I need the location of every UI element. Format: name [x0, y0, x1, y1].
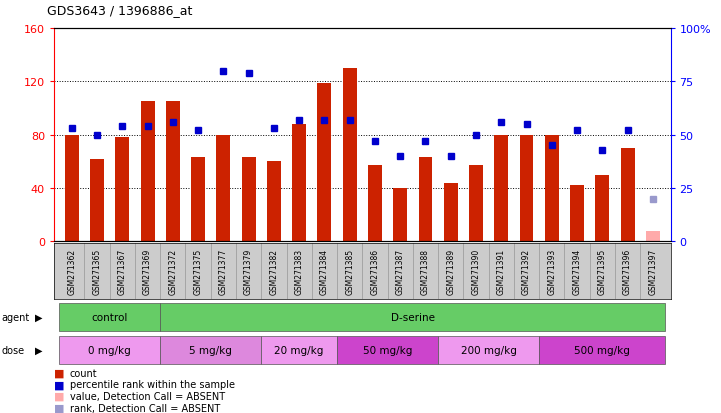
Bar	[261, 336, 337, 364]
Text: ▶: ▶	[35, 345, 42, 355]
Bar	[317, 83, 332, 242]
Text: GSM271389: GSM271389	[446, 248, 455, 294]
Text: rank, Detection Call = ABSENT: rank, Detection Call = ABSENT	[70, 403, 220, 413]
Bar	[520, 135, 534, 242]
Text: GSM271369: GSM271369	[143, 248, 152, 294]
Text: dose: dose	[1, 345, 25, 355]
Text: value, Detection Call = ABSENT: value, Detection Call = ABSENT	[70, 391, 225, 401]
Text: 20 mg/kg: 20 mg/kg	[275, 345, 324, 355]
Text: GSM271382: GSM271382	[270, 248, 278, 294]
Bar	[166, 102, 180, 242]
Text: GSM271391: GSM271391	[497, 248, 505, 294]
Text: percentile rank within the sample: percentile rank within the sample	[70, 380, 235, 389]
Bar	[337, 336, 438, 364]
Bar	[292, 125, 306, 242]
Text: GSM271384: GSM271384	[320, 248, 329, 294]
Bar	[469, 166, 483, 242]
Bar	[621, 149, 634, 242]
Text: GSM271385: GSM271385	[345, 248, 354, 294]
Text: GSM271367: GSM271367	[118, 248, 127, 294]
Bar	[65, 135, 79, 242]
Text: GSM271397: GSM271397	[648, 248, 658, 294]
Bar	[242, 158, 255, 242]
Bar	[418, 158, 433, 242]
Bar	[115, 138, 129, 242]
Bar	[444, 183, 458, 242]
Text: GSM271394: GSM271394	[572, 248, 582, 294]
Bar	[393, 188, 407, 242]
Bar	[570, 186, 584, 242]
Text: GSM271375: GSM271375	[193, 248, 203, 294]
Text: 50 mg/kg: 50 mg/kg	[363, 345, 412, 355]
Text: ■: ■	[54, 403, 65, 413]
Text: count: count	[70, 368, 97, 378]
Bar	[646, 231, 660, 242]
Text: GSM271362: GSM271362	[67, 248, 76, 294]
Text: ■: ■	[54, 391, 65, 401]
Bar	[90, 159, 104, 242]
Text: GSM271393: GSM271393	[547, 248, 557, 294]
Bar	[141, 102, 154, 242]
Text: GSM271365: GSM271365	[92, 248, 102, 294]
Text: ▶: ▶	[35, 312, 42, 322]
Bar	[342, 69, 357, 242]
Text: control: control	[92, 312, 128, 322]
Bar	[438, 336, 539, 364]
Text: GSM271383: GSM271383	[295, 248, 304, 294]
Text: GSM271379: GSM271379	[244, 248, 253, 294]
Bar	[495, 135, 508, 242]
Text: GSM271377: GSM271377	[219, 248, 228, 294]
Text: D-serine: D-serine	[391, 312, 435, 322]
Text: 5 mg/kg: 5 mg/kg	[190, 345, 232, 355]
Bar	[216, 135, 230, 242]
Text: GSM271396: GSM271396	[623, 248, 632, 294]
Text: GSM271372: GSM271372	[168, 248, 177, 294]
Bar	[368, 166, 382, 242]
Bar	[160, 303, 665, 331]
Text: GSM271390: GSM271390	[472, 248, 480, 294]
Bar	[59, 303, 160, 331]
Text: agent: agent	[1, 312, 30, 322]
Text: ■: ■	[54, 368, 65, 378]
Text: ■: ■	[54, 380, 65, 389]
Text: GSM271388: GSM271388	[421, 248, 430, 294]
Text: 500 mg/kg: 500 mg/kg	[575, 345, 630, 355]
Bar	[596, 175, 609, 242]
Bar	[539, 336, 665, 364]
Text: 200 mg/kg: 200 mg/kg	[461, 345, 516, 355]
Text: GDS3643 / 1396886_at: GDS3643 / 1396886_at	[47, 4, 193, 17]
Text: GSM271395: GSM271395	[598, 248, 607, 294]
Text: 0 mg/kg: 0 mg/kg	[88, 345, 131, 355]
Bar	[191, 158, 205, 242]
Bar	[160, 336, 261, 364]
Text: GSM271386: GSM271386	[371, 248, 379, 294]
Bar	[59, 336, 160, 364]
Text: GSM271392: GSM271392	[522, 248, 531, 294]
Text: GSM271387: GSM271387	[396, 248, 404, 294]
Bar	[545, 135, 559, 242]
Bar	[267, 162, 280, 242]
